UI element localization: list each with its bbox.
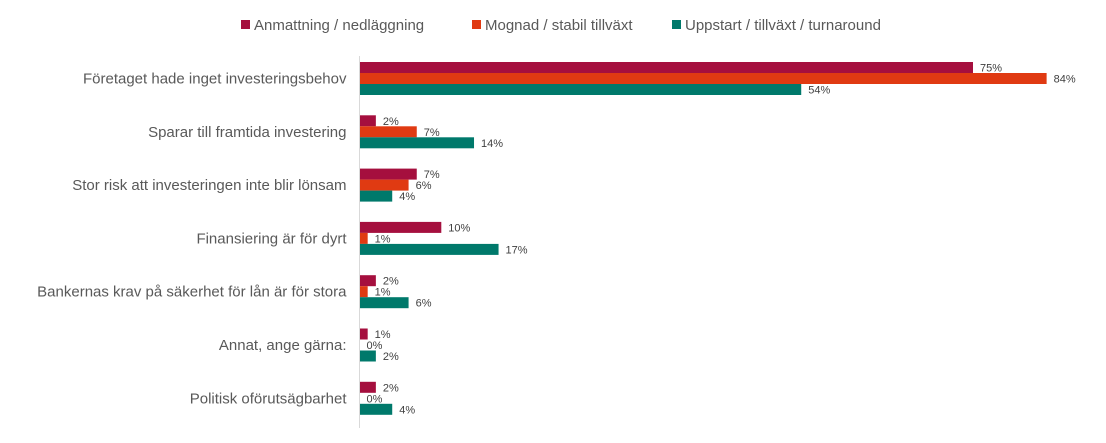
category-label-bankernas-krav-pa-sakerhet-for-lan-ar-for-stora: Bankernas krav på säkerhet för lån är fö… xyxy=(37,284,347,301)
bar-mognad-stabil-tillvaxt xyxy=(359,179,409,191)
bar-group-sparar-till-framtida-investering: 2% 7% 14% xyxy=(359,115,503,150)
bar-anmattning-nedlaggning xyxy=(359,275,376,287)
data-label: 1% xyxy=(375,329,391,341)
bar-group-foretaget-hade-inget-investeringsbehov: 75% 84% 54% xyxy=(359,62,1076,97)
legend-label: Mognad / stabil tillväxt xyxy=(485,17,633,34)
category-label-stor-risk-att-investeringen-inte-blir-lonsam: Stor risk att investeringen inte blir lö… xyxy=(72,177,346,194)
data-label: 2% xyxy=(383,351,399,363)
category-label-politisk-oforutsagbarhet: Politisk oförutsägbarhet xyxy=(190,390,348,407)
data-label: 7% xyxy=(424,169,440,181)
data-label: 1% xyxy=(375,287,391,299)
bar-uppstart-tillvaxt-turnaround xyxy=(359,403,393,415)
data-label: 6% xyxy=(416,180,432,192)
data-label: 1% xyxy=(375,233,391,245)
legend-swatch xyxy=(672,20,681,29)
category-labels: Företaget hade inget investeringsbehov Sp… xyxy=(37,71,347,408)
legend-label: Anmattning / nedläggning xyxy=(254,17,424,34)
data-label: 7% xyxy=(424,127,440,139)
bar-group-finansiering-ar-for-dyrt: 10% 1% 17% xyxy=(359,221,528,256)
bar-group-bankernas-krav-pa-sakerhet-for-lan-ar-for-stora: 2%1% 6% xyxy=(359,275,432,310)
bar-anmattning-nedlaggning xyxy=(359,168,417,180)
bar-group-annat-ange-garna: 1%0%2% xyxy=(359,328,399,363)
bar-mognad-stabil-tillvaxt xyxy=(359,286,368,298)
legend-swatch xyxy=(241,20,250,29)
bar-mognad-stabil-tillvaxt xyxy=(359,126,417,138)
data-label: 75% xyxy=(980,63,1002,75)
data-label: 0% xyxy=(367,393,383,405)
category-label-finansiering-ar-for-dyrt: Finansiering är för dyrt xyxy=(196,230,347,247)
bar-uppstart-tillvaxt-turnaround xyxy=(359,137,475,149)
bar-anmattning-nedlaggning xyxy=(359,328,368,340)
bar-uppstart-tillvaxt-turnaround xyxy=(359,350,376,362)
data-label: 10% xyxy=(448,222,470,234)
data-label: 4% xyxy=(399,404,415,416)
bar-anmattning-nedlaggning xyxy=(359,115,376,127)
data-label: 84% xyxy=(1054,74,1076,86)
data-label: 2% xyxy=(383,276,399,288)
bar-uppstart-tillvaxt-turnaround xyxy=(359,84,802,95)
category-label-foretaget-hade-inget-investeringsbehov: Företaget hade inget investeringsbehov xyxy=(83,71,347,88)
data-label: 0% xyxy=(367,340,383,352)
bar-mognad-stabil-tillvaxt xyxy=(359,232,368,244)
bar-uppstart-tillvaxt-turnaround xyxy=(359,190,393,202)
bar-uppstart-tillvaxt-turnaround xyxy=(359,297,409,309)
category-label-annat-ange-garna: Annat, ange gärna: xyxy=(219,337,347,354)
legend-item-uppstart-tillvaxt-turnaround: Uppstart / tillväxt / turnaround xyxy=(672,17,881,34)
bar-anmattning-nedlaggning xyxy=(359,381,376,393)
data-label: 4% xyxy=(399,191,415,203)
bar-group-politisk-oforutsagbarhet: 2%0% 4% xyxy=(359,381,415,416)
bar-anmattning-nedlaggning xyxy=(359,62,973,73)
legend-item-mognad-stabil-tillvaxt: Mognad / stabil tillväxt xyxy=(472,17,633,34)
legend-swatch xyxy=(472,20,481,29)
legend: Anmattning / nedläggning Mognad / stabil … xyxy=(241,17,881,34)
legend-item-anmattning-nedlaggning: Anmattning / nedläggning xyxy=(241,17,424,34)
data-label: 2% xyxy=(383,116,399,128)
data-label: 6% xyxy=(416,298,432,310)
bars: 75%84%54%2%7%14%7%6%4%10%1%17%2%1%6%1%0%… xyxy=(359,62,1076,416)
data-label: 2% xyxy=(383,382,399,394)
bar-uppstart-tillvaxt-turnaround xyxy=(359,243,499,255)
bar-mognad-stabil-tillvaxt xyxy=(359,73,1047,84)
legend-label: Uppstart / tillväxt / turnaround xyxy=(685,17,881,34)
data-label: 54% xyxy=(808,85,830,97)
data-label: 17% xyxy=(506,244,528,256)
data-label: 14% xyxy=(481,138,503,150)
category-label-sparar-till-framtida-investering: Sparar till framtida investering xyxy=(148,124,346,141)
bar-group-stor-risk-att-investeringen-inte-blir-lonsam: 7%6%4% xyxy=(359,168,440,203)
bar-anmattning-nedlaggning xyxy=(359,221,442,233)
